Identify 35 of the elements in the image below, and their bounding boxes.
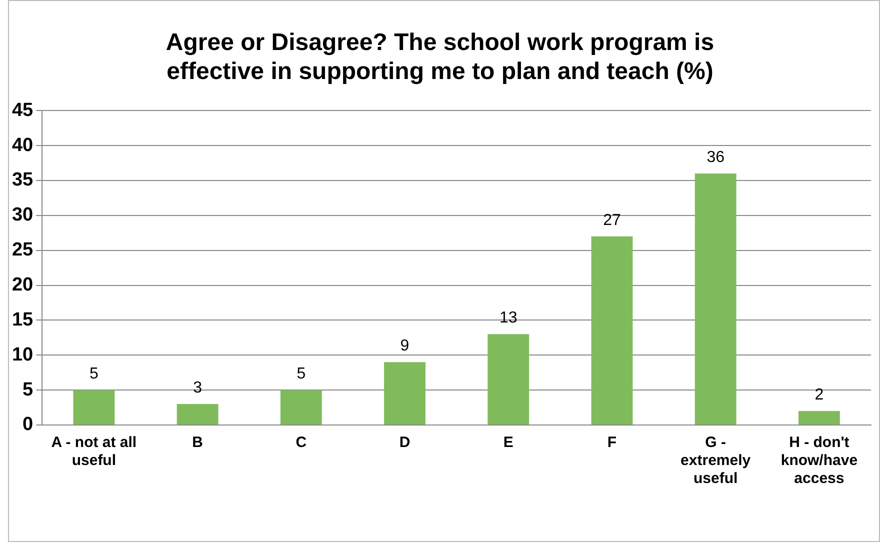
x-tick-label: B [192, 434, 204, 452]
bar [73, 390, 115, 424]
y-tick-label: 20 [12, 274, 34, 296]
bar [384, 362, 426, 424]
bar [591, 236, 633, 424]
y-tick-label: 5 [22, 379, 34, 400]
y-tick-label: 10 [12, 344, 34, 366]
bar [694, 173, 736, 424]
x-tick-label: D [399, 434, 410, 452]
y-tick-label: 40 [12, 134, 34, 156]
data-label: 13 [499, 310, 518, 327]
bar [488, 334, 530, 424]
data-label: 9 [400, 338, 410, 355]
data-label: 5 [296, 365, 306, 382]
x-tick-label: E [503, 434, 514, 452]
x-tick-label: F [607, 434, 617, 452]
data-label: 27 [603, 212, 621, 229]
bar [176, 404, 218, 424]
data-label: 3 [193, 379, 202, 396]
x-tick-label: C [296, 434, 307, 452]
chart-title: Agree or Disagree? The school work program is effective in supporting me to plan and teach (%) [166, 29, 714, 85]
y-tick-label: 0 [22, 414, 34, 436]
data-label: 36 [706, 148, 725, 166]
y-tick-label: 30 [12, 204, 34, 226]
y-tick-label: 15 [12, 309, 34, 330]
data-label: 5 [89, 365, 98, 382]
bar [798, 411, 840, 424]
y-tick-label: 45 [12, 100, 34, 121]
y-tick-label: 35 [12, 170, 34, 191]
x-tick-label: G - extremely useful [680, 434, 752, 488]
y-tick-label: 25 [12, 240, 34, 261]
x-tick-label: H - don't know/have access [780, 434, 858, 488]
bar [280, 390, 322, 424]
x-tick-label: A - not at all useful [51, 434, 137, 470]
data-label: 2 [814, 386, 824, 404]
